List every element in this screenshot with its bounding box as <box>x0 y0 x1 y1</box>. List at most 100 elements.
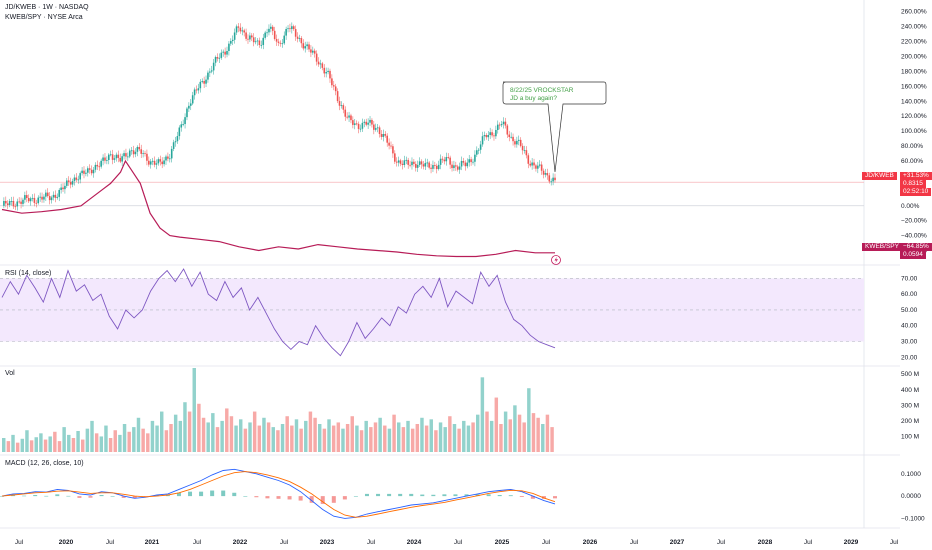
candle-body <box>218 57 221 59</box>
volume-bar <box>359 430 364 452</box>
volume-bar <box>448 416 452 452</box>
volume-bar <box>420 417 424 452</box>
candle-body <box>210 70 213 72</box>
candle-body <box>271 26 274 31</box>
volume-bar <box>150 420 155 452</box>
volume-bar <box>34 437 38 452</box>
candle-body <box>512 136 514 142</box>
macd-histogram-bar <box>99 495 104 497</box>
volume-bar <box>313 417 317 452</box>
macd-histogram-bar <box>431 494 436 497</box>
candle-body <box>405 159 408 161</box>
volume-bar <box>53 431 57 452</box>
price-axis-tick: −40.00% <box>901 233 927 240</box>
volume-bar <box>480 377 485 452</box>
candle-body <box>266 32 268 34</box>
candle-body <box>352 120 354 125</box>
candle-body <box>496 124 499 130</box>
macd-histogram-bar <box>420 494 425 497</box>
candle-body <box>298 38 301 39</box>
macd-histogram-bar <box>464 494 469 497</box>
macd-histogram-bar <box>553 496 557 499</box>
kwebspy-tag-pct: −64.85% <box>900 243 932 251</box>
volume-bar <box>476 414 480 452</box>
macd-pane[interactable] <box>0 468 557 519</box>
candle-body <box>445 157 448 162</box>
candle-body <box>18 201 20 203</box>
candle-body <box>155 163 158 165</box>
volume-bar <box>322 428 327 452</box>
candle-body <box>104 157 106 161</box>
price-axis: 260.00% 240.00% 220.00% 200.00% 180.00% 160.0… <box>901 9 927 523</box>
lightning-icon[interactable] <box>551 255 561 265</box>
volume-bar <box>62 427 66 452</box>
volume-bar <box>25 430 29 452</box>
volume-bar <box>438 422 443 452</box>
volume-bar <box>443 427 447 452</box>
candle-body <box>386 135 388 143</box>
macd-histogram-bar <box>508 495 513 497</box>
candle-body <box>508 134 511 138</box>
candle-body <box>245 32 247 39</box>
volume-bar <box>369 427 373 452</box>
rsi-axis-tick: 60.00 <box>901 291 918 298</box>
candle-body <box>537 165 539 169</box>
volume-bar <box>387 428 392 452</box>
volume-bar <box>489 420 494 452</box>
price-axis-tick: 200.00% <box>901 54 927 61</box>
grid-lines <box>0 0 900 529</box>
symbol-title[interactable]: JD/KWEB · 1W · NASDAQ <box>5 4 89 11</box>
volume-bar <box>406 420 410 452</box>
volume-bar <box>531 413 536 452</box>
volume-bar <box>146 433 150 452</box>
volume-bar <box>304 420 308 452</box>
candle-body <box>357 123 360 129</box>
volume-bar <box>99 436 104 452</box>
volume-bar <box>20 438 25 452</box>
candle-body <box>458 166 461 170</box>
price-axis-tick: 60.00% <box>901 158 923 165</box>
price-pane[interactable] <box>1 22 556 258</box>
candle-body <box>235 26 238 33</box>
time-axis-tick: Jul <box>193 539 202 546</box>
candle-body <box>346 116 348 118</box>
candle-body <box>361 122 364 129</box>
volume-bar <box>513 405 517 452</box>
candle-body <box>504 121 507 126</box>
annotation-callout[interactable]: 8/22/25 VROCKSTAR JD a buy again? <box>502 81 607 173</box>
volume-bar <box>164 430 169 452</box>
candle-body <box>525 150 528 156</box>
candle-body <box>369 119 371 123</box>
macd-histogram-bar <box>66 495 71 497</box>
candle-body <box>182 124 184 125</box>
candle-body <box>58 189 61 197</box>
volume-bar <box>113 430 117 452</box>
candle-body <box>41 196 43 200</box>
candle-body <box>294 29 297 37</box>
candle-body <box>510 136 512 138</box>
rsi-axis-tick: 40.00 <box>901 323 918 330</box>
candle-body <box>115 154 118 159</box>
volume-bar <box>266 422 271 452</box>
volume-pane[interactable] <box>2 368 554 452</box>
compare-title[interactable]: KWEB/SPY · NYSE Arca <box>5 14 83 21</box>
rsi-title[interactable]: RSI (14, close) <box>5 270 52 277</box>
candle-body <box>289 28 291 30</box>
macd-title[interactable]: MACD (12, 26, close, 10) <box>5 460 84 467</box>
candle-body <box>424 162 427 167</box>
candle-body <box>243 30 245 33</box>
candle-body <box>212 62 215 71</box>
candle-body <box>106 160 108 161</box>
candle-body <box>416 164 419 168</box>
macd-histogram-bar <box>342 496 347 500</box>
volume-bar <box>364 420 368 452</box>
rsi-pane[interactable] <box>0 268 864 357</box>
macd-histogram-bar <box>475 494 480 497</box>
volume-bar <box>43 439 48 452</box>
time-axis-tick: Jul <box>717 539 726 546</box>
candle-body <box>395 161 398 163</box>
volume-title[interactable]: Vol <box>5 370 15 377</box>
candle-body <box>350 115 352 121</box>
candle-body <box>136 146 139 152</box>
